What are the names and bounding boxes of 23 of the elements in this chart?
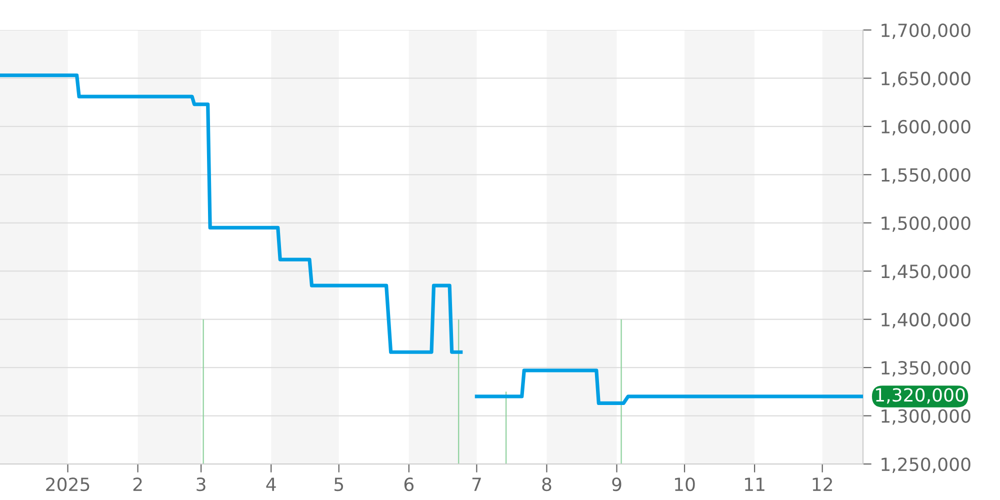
y-tick-label: 1,650,000	[882, 72, 970, 88]
y-tick-label: 1,550,000	[882, 168, 970, 184]
x-tick-label: 11	[745, 478, 764, 491]
x-tick-label: 4	[266, 478, 276, 491]
y-tick-label: 1,700,000	[882, 23, 970, 39]
x-tick-label: 12	[812, 478, 832, 491]
x-tick-label: 7	[472, 478, 481, 491]
x-tick-label: 5	[334, 478, 344, 492]
x-tick-label: 10	[675, 478, 695, 492]
y-tick-label: 1,500,000	[882, 216, 970, 232]
y-tick-label: 1,350,000	[882, 361, 970, 377]
annotation: 1,320,000	[876, 388, 965, 404]
x-tick-label: 9	[612, 478, 622, 492]
x-tick-label: 3	[196, 478, 206, 492]
x-tick-label: 2	[133, 478, 142, 491]
y-tick-label: 1,400,000	[882, 312, 970, 328]
x-tick-label: 2025	[46, 478, 90, 492]
x-tick-label: 8	[542, 478, 552, 492]
y-tick-label: 1,450,000	[882, 264, 970, 280]
x-tick-label: 6	[404, 478, 414, 492]
y-tick-label: 1,250,000	[882, 457, 970, 473]
y-tick-label: 1,300,000	[882, 409, 970, 425]
y-tick-label: 1,600,000	[882, 120, 970, 136]
